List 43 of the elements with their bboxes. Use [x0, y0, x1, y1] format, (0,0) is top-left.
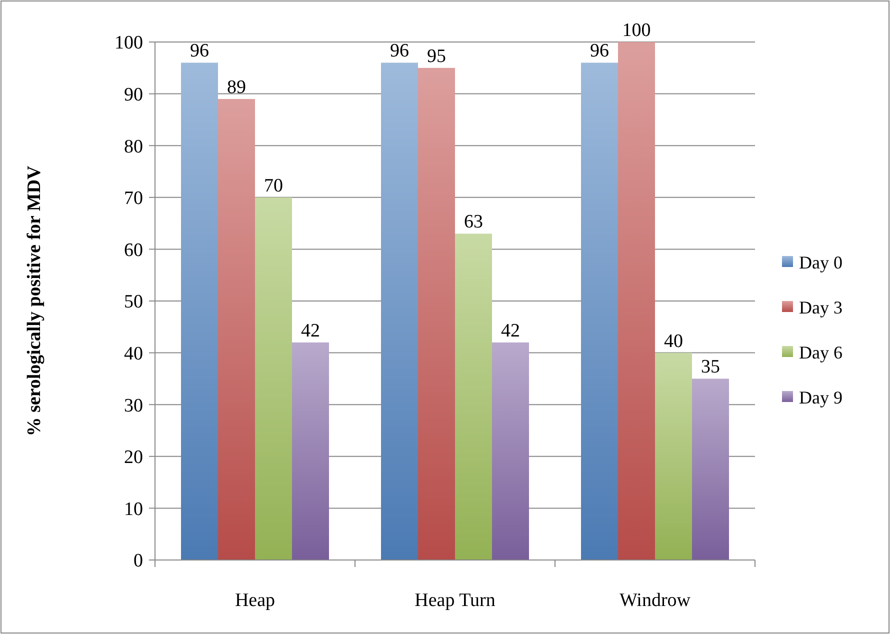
data-label: 96: [190, 40, 209, 62]
data-label: 42: [501, 320, 520, 342]
y-tick-label: 10: [124, 498, 143, 520]
data-label: 70: [264, 175, 283, 196]
data-label: 96: [390, 40, 409, 62]
y-tick-label: 100: [114, 32, 143, 54]
data-label: 96: [590, 40, 609, 62]
x-tick-label: Windrow: [620, 590, 691, 611]
bar: [181, 62, 218, 560]
y-tick-label: 80: [124, 136, 143, 158]
bar: [581, 62, 618, 560]
bar: [418, 68, 455, 560]
y-axis-title: % serologically positive for MDV: [24, 165, 45, 436]
bar: [618, 42, 655, 560]
bar: [218, 98, 255, 560]
bar: [255, 197, 292, 560]
legend-label: Day 3: [799, 297, 842, 318]
legend-label: Day 6: [799, 342, 842, 362]
y-tick-label: 60: [124, 240, 143, 261]
data-label: 35: [701, 356, 720, 378]
bar: [381, 62, 418, 560]
bar: [292, 342, 329, 560]
data-label: 40: [664, 330, 683, 352]
y-tick-label: 20: [124, 447, 143, 468]
data-label: 95: [427, 46, 446, 67]
bar: [455, 234, 492, 560]
y-tick-label: 30: [124, 395, 143, 416]
y-tick-label: 70: [124, 188, 143, 210]
legend-label: Day 0: [799, 252, 842, 272]
y-tick-label: 40: [124, 343, 143, 364]
y-tick-label: 90: [124, 84, 143, 106]
data-label: 42: [301, 320, 320, 342]
data-label: 63: [464, 212, 483, 233]
data-label: 89: [227, 76, 246, 98]
y-tick-label: 0: [134, 550, 143, 572]
bar: [655, 352, 692, 560]
data-label: 100: [622, 20, 651, 41]
y-tick-label: 50: [124, 292, 143, 313]
bar: [692, 378, 729, 560]
x-tick-label: Heap: [234, 590, 276, 611]
x-tick-label: Heap Turn: [414, 590, 496, 611]
bar: [492, 342, 529, 560]
legend-label: Day 9: [799, 387, 842, 408]
